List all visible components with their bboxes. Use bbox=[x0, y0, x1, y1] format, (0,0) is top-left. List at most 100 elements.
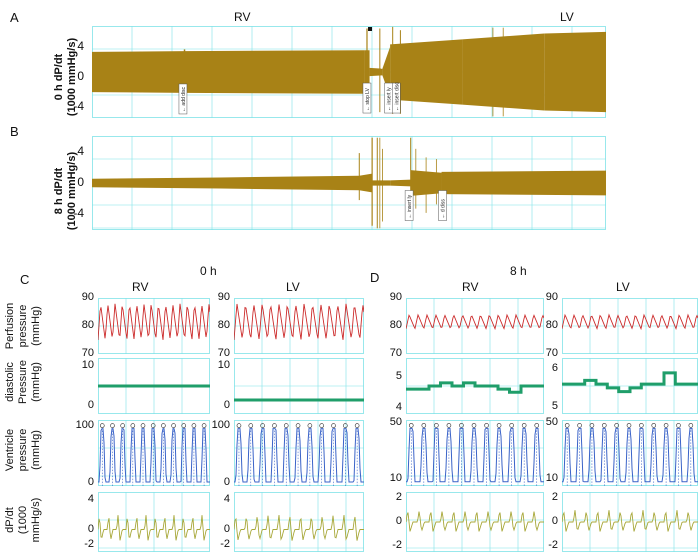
panel-d-lv-vent-peak-marker-8 bbox=[663, 423, 669, 428]
panel-d-rv-perf-series-line bbox=[406, 313, 544, 331]
panel-d-lv-dpdt-series-line bbox=[562, 510, 698, 532]
panel-d-lv-vent-series-line bbox=[562, 427, 698, 483]
panel-c-rv-diast-ytick: 10 bbox=[81, 359, 94, 371]
panel-d-lv-dpdt-ytick: -2 bbox=[548, 539, 558, 551]
panel-c-rv-dpdt-series-line bbox=[98, 515, 210, 541]
panel-a-lv-label: LV bbox=[560, 10, 574, 24]
panel-c-rv-dpdt-chart bbox=[98, 492, 210, 552]
panel-d-rv-vent-chart bbox=[406, 420, 544, 486]
panel-a-event-box-3 bbox=[392, 82, 401, 114]
panel-c-lv-perf-frame bbox=[234, 298, 364, 354]
panel-d-lv-diast-series-line bbox=[562, 371, 698, 394]
panel-c-lv-vent-peak-marker-4 bbox=[283, 423, 289, 428]
panel-d-rv-vent-peak-marker-0 bbox=[408, 423, 414, 428]
panel-c-rv-perf-ytick: 70 bbox=[81, 347, 94, 359]
panel-d-lv-diast-ytick: 5 bbox=[551, 399, 558, 412]
panel-d-lv-vent-peak-marker-3 bbox=[601, 423, 607, 428]
panel-c-rv-vent-peak-marker-0 bbox=[99, 423, 105, 428]
panel-d-lv-diast-frame bbox=[562, 358, 698, 414]
panel-c-rv-vent-peak-marker-4 bbox=[140, 423, 146, 428]
panel-c-rv-perf-frame bbox=[98, 298, 210, 354]
panel-c-lv-diast-ytick: 0 bbox=[223, 399, 230, 411]
panel-b-event-label-0: ← insert ly bbox=[407, 194, 413, 218]
panel-d-rv-vent-ytick: 10 bbox=[389, 471, 402, 484]
panel-d-lv-perf-series-line bbox=[562, 313, 698, 331]
panel-c-lv-vent-peak-marker-2 bbox=[260, 423, 265, 428]
panel-letter-a: A bbox=[10, 10, 19, 25]
panel-d-rv-vent-peak-marker-8 bbox=[509, 423, 514, 428]
panel-c-lv-vent-peak-marker-9 bbox=[343, 423, 348, 428]
panel-a-trace-segment-7 bbox=[544, 31, 606, 113]
panel-c-rv-vent-series-line bbox=[98, 428, 210, 483]
panel-c-rv-diast-chart bbox=[98, 358, 210, 414]
row-label-diastolic-line2: Pressure bbox=[17, 359, 29, 405]
panel-c-rv-vent-peak-marker-6 bbox=[161, 423, 166, 428]
panel-c-lv-perf-ytick: 80 bbox=[217, 319, 230, 331]
row-label-perfusion-line1: Perfusion bbox=[4, 302, 16, 350]
panel-c-lv-dpdt-ytick: 0 bbox=[223, 522, 230, 535]
panel-a-ytick-0: 0 bbox=[77, 69, 84, 83]
row-label-perfusion-line2: pressure bbox=[17, 304, 29, 348]
panel-a-event-label-2: ← insert ly bbox=[387, 87, 393, 111]
panel-d-rv-vent-peak-marker-7 bbox=[496, 423, 502, 428]
panel-b-ytick-0: 0 bbox=[77, 175, 84, 189]
panel-a-trace-segment-1 bbox=[184, 50, 365, 94]
panel-d-rv-vent-peak-marker-2 bbox=[434, 423, 439, 428]
panel-d-rv-vent-series-line bbox=[406, 427, 544, 483]
panel-d-col-lv: LV bbox=[616, 280, 630, 294]
panel-b-trace-chart: ← insert ly ← d diss bbox=[92, 136, 606, 230]
panel-d-lv-vent-ytick: 10 bbox=[545, 471, 558, 484]
panel-c-lv-perf-ytick: 90 bbox=[217, 291, 230, 303]
panel-a-event-label-0: ← add disc bbox=[181, 86, 187, 112]
panel-d-lv-perf-chart bbox=[562, 298, 698, 354]
panel-d-lv-perf-ytick: 80 bbox=[545, 319, 558, 331]
panel-a-rv-label: RV bbox=[234, 10, 251, 24]
row-label-ventricle-line1: Ventricle bbox=[4, 428, 16, 472]
row-label-ventricle-line3: (mmHg) bbox=[30, 430, 42, 470]
panel-a-event-box-1 bbox=[362, 82, 372, 114]
panel-c-rv-vent-peak-marker-3 bbox=[130, 423, 136, 428]
panel-b-trace-segment-0 bbox=[92, 177, 221, 189]
panel-b-ytick-4: 4 bbox=[77, 144, 84, 158]
row-label-perfusion: Perfusion pressure (mmHg) bbox=[4, 296, 44, 356]
panel-a-marker-square bbox=[368, 27, 373, 31]
panel-c-rv-vent-peak-marker-5 bbox=[150, 423, 156, 428]
panel-d-lv-vent-peak-marker-10 bbox=[688, 423, 694, 428]
panel-c-lv-perf-ytick: 70 bbox=[217, 347, 230, 359]
panel-c-rv-vent-peak-marker-7 bbox=[171, 423, 176, 428]
panel-d-lv-vent-peak-marker-1 bbox=[577, 423, 582, 428]
panel-a-event-label-1: ← stop LV bbox=[365, 87, 371, 111]
panel-d-rv-perf-chart bbox=[406, 298, 544, 354]
panel-c-lv-vent-ytick: 100 bbox=[211, 418, 230, 431]
panel-d-rv-dpdt-ytick: -2 bbox=[392, 539, 402, 551]
panel-c-lv-vent-peak-marker-6 bbox=[307, 423, 313, 428]
panel-a-trace-segment-5 bbox=[390, 39, 463, 105]
panel-d-rv-perf-ytick: 90 bbox=[389, 291, 402, 303]
panel-d-rv-vent-peak-marker-5 bbox=[471, 423, 477, 428]
panel-a-trace-segment-3 bbox=[369, 67, 383, 77]
panel-d-lv-vent-peak-marker-6 bbox=[639, 423, 644, 428]
panel-c-lv-perf-series-line bbox=[234, 303, 364, 341]
panel-d-rv-dpdt-ytick: 0 bbox=[395, 515, 402, 527]
panel-d-lv-diast-ytick: 6 bbox=[551, 362, 558, 375]
panel-c-lv-vent-peak-marker-10 bbox=[354, 423, 360, 428]
panel-d-col-rv: RV bbox=[462, 280, 479, 294]
panel-d-lv-dpdt-ytick: 0 bbox=[551, 515, 558, 527]
panel-c-rv-vent-peak-marker-1 bbox=[110, 423, 115, 428]
row-label-dpdt-line2: (1000 bbox=[17, 505, 29, 535]
panel-letter-d: D bbox=[370, 270, 380, 285]
panel-c-lv-vent-peak-marker-3 bbox=[272, 423, 277, 428]
panel-d-lv-vent-peak-marker-7 bbox=[651, 423, 657, 428]
panel-d-rv-vent-ytick: 50 bbox=[389, 415, 402, 428]
panel-b-event-box-1 bbox=[438, 190, 447, 221]
panel-b-trace-segment-4 bbox=[390, 179, 411, 187]
panel-c-lv-vent-chart bbox=[234, 420, 364, 486]
panel-c-rv-perf-series-line bbox=[98, 303, 210, 341]
panel-d-rv-perf-ytick: 80 bbox=[389, 319, 402, 331]
panel-c-lv-vent-series-line bbox=[234, 428, 364, 483]
row-label-dpdt: dP/dt (1000 mmHg/s) bbox=[4, 490, 44, 550]
panel-c-rv-vent-ytick: 0 bbox=[87, 476, 94, 489]
panel-a-ytick-neg4: -4 bbox=[73, 99, 84, 113]
row-label-perfusion-line3: (mmHg) bbox=[30, 306, 42, 346]
